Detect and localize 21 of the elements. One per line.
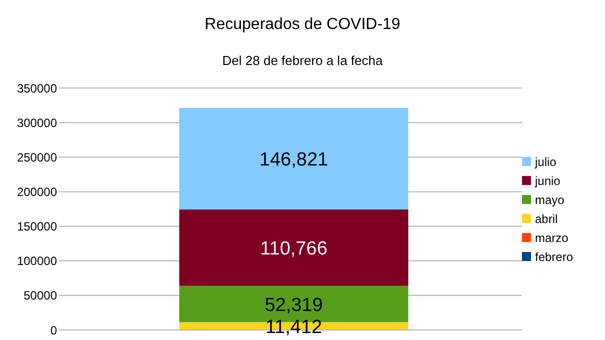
chart-title: Recuperados de COVID-19: [204, 16, 402, 34]
y-tick-label: 250000: [16, 150, 58, 164]
y-tick-label: 300000: [16, 116, 58, 130]
y-tick-label: 0: [50, 323, 58, 338]
data-label: 110,766: [260, 238, 328, 260]
legend-label: febrero: [535, 250, 574, 264]
legend-label: julio: [535, 154, 556, 168]
y-tick-label: 350000: [16, 81, 58, 96]
legend-label: junio: [535, 174, 560, 188]
legend-label: mayo: [535, 192, 564, 206]
bar: [179, 108, 408, 210]
y-tick-label: 150000: [16, 220, 58, 234]
data-label: 52,319: [264, 294, 323, 316]
data-label: 146,821: [259, 149, 328, 170]
chart-subtitle: Del 28 de febrero a la fecha: [221, 53, 384, 68]
y-tick-label: 50000: [24, 288, 58, 303]
bar: [179, 209, 408, 286]
y-tick-label: 100000: [16, 254, 58, 268]
legend-label: marzo: [535, 230, 568, 244]
legend-label: abril: [535, 212, 558, 226]
y-tick-label: 200000: [16, 184, 58, 199]
